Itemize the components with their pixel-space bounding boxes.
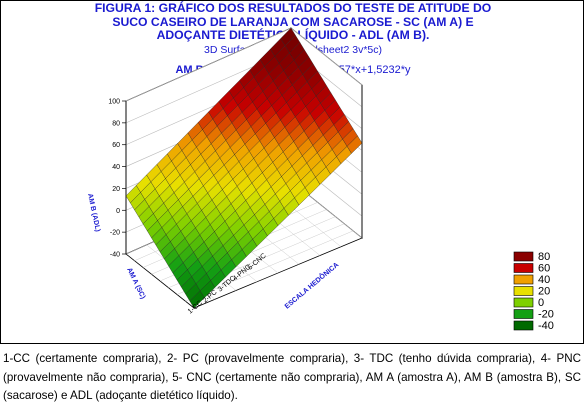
z-axis-ticks: 100 80 60 40 20 0 -20 -40	[108, 99, 126, 259]
legend-swatch	[513, 263, 534, 273]
legend-label: -20	[538, 309, 554, 321]
title-line: SUCO CASEIRO DE LARANJA COM SACAROSE - S…	[112, 14, 474, 29]
legend-label: 0	[538, 297, 544, 309]
figure-frame: FIGURA 1: GRÁFICO DOS RESULTADOS DO TEST…	[0, 0, 584, 344]
z-tick-label: -20	[110, 230, 120, 237]
surface-cell	[346, 135, 363, 154]
x-axis-label: AM A (SC)	[125, 267, 146, 300]
legend-swatch	[513, 251, 534, 262]
legend-label: 80	[538, 251, 550, 263]
z-tick-label: 40	[112, 164, 120, 171]
legend-swatch	[513, 274, 534, 285]
figure-caption: 1-CC (certamente compraria), 2- PC (prov…	[3, 352, 581, 402]
title-line: FIGURA 1: GRÁFICO DOS RESULTADOS DO TEST…	[94, 1, 492, 15]
gridline	[185, 230, 354, 302]
z-tick-label: 20	[112, 186, 120, 193]
legend-swatch	[513, 320, 534, 331]
legend-label: -40	[538, 320, 554, 332]
surface-mesh	[125, 27, 363, 309]
z-tick-label: 0	[116, 208, 120, 215]
z-tick-label: 100	[108, 99, 120, 106]
legend-swatch	[513, 286, 534, 296]
z-tick-label: 80	[112, 120, 120, 127]
figure-title: FIGURA 1: GRÁFICO DOS RESULTADOS DO TEST…	[1, 1, 583, 43]
legend-label: 20	[538, 286, 550, 298]
legend-swatch	[513, 309, 534, 319]
z-tick-label: 60	[112, 142, 120, 149]
z-tick-label: -40	[110, 252, 120, 259]
legend-label: 60	[538, 263, 550, 275]
gridline	[290, 27, 363, 86]
legend-label: 40	[538, 274, 550, 286]
z-axis-label: AM B (ADL)	[86, 193, 101, 232]
legend-swatch	[513, 297, 534, 308]
gridline	[125, 27, 292, 102]
